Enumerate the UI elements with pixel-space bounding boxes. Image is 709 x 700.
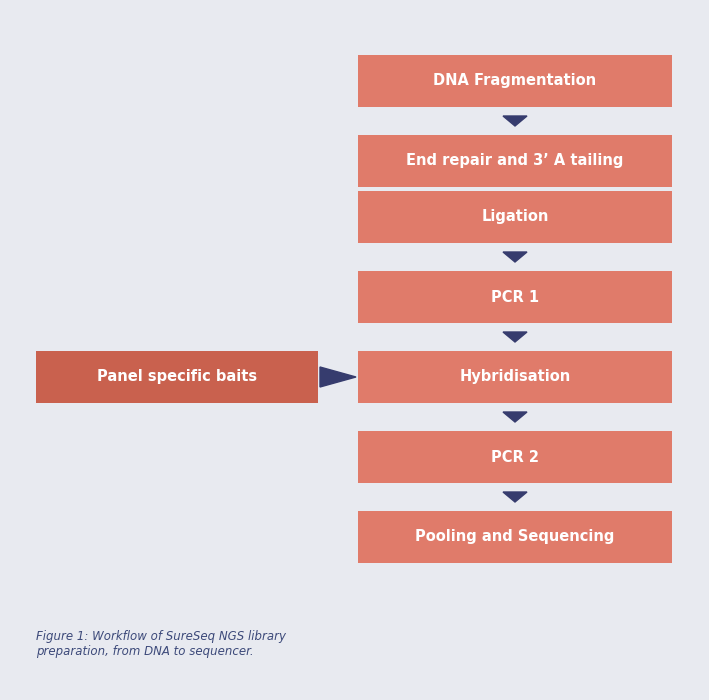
Text: Panel specific baits: Panel specific baits bbox=[97, 370, 257, 384]
Text: Hybridisation: Hybridisation bbox=[459, 370, 571, 384]
FancyBboxPatch shape bbox=[358, 55, 672, 107]
Polygon shape bbox=[503, 252, 527, 262]
FancyBboxPatch shape bbox=[358, 431, 672, 483]
Polygon shape bbox=[503, 332, 527, 342]
FancyBboxPatch shape bbox=[358, 511, 672, 563]
Text: End repair and 3’ A tailing: End repair and 3’ A tailing bbox=[406, 153, 624, 169]
FancyBboxPatch shape bbox=[36, 351, 318, 403]
Text: PCR 2: PCR 2 bbox=[491, 449, 539, 465]
Text: PCR 1: PCR 1 bbox=[491, 290, 539, 304]
Text: Figure 1: Workflow of SureSeq NGS library: Figure 1: Workflow of SureSeq NGS librar… bbox=[36, 630, 286, 643]
Text: DNA Fragmentation: DNA Fragmentation bbox=[433, 74, 596, 88]
FancyBboxPatch shape bbox=[358, 351, 672, 403]
FancyBboxPatch shape bbox=[358, 135, 672, 187]
FancyBboxPatch shape bbox=[358, 191, 672, 243]
Text: Pooling and Sequencing: Pooling and Sequencing bbox=[415, 529, 615, 545]
Polygon shape bbox=[503, 492, 527, 502]
Polygon shape bbox=[320, 367, 356, 387]
Polygon shape bbox=[503, 412, 527, 422]
Polygon shape bbox=[503, 116, 527, 126]
Text: preparation, from DNA to sequencer.: preparation, from DNA to sequencer. bbox=[36, 645, 254, 658]
Text: Ligation: Ligation bbox=[481, 209, 549, 225]
FancyBboxPatch shape bbox=[358, 271, 672, 323]
